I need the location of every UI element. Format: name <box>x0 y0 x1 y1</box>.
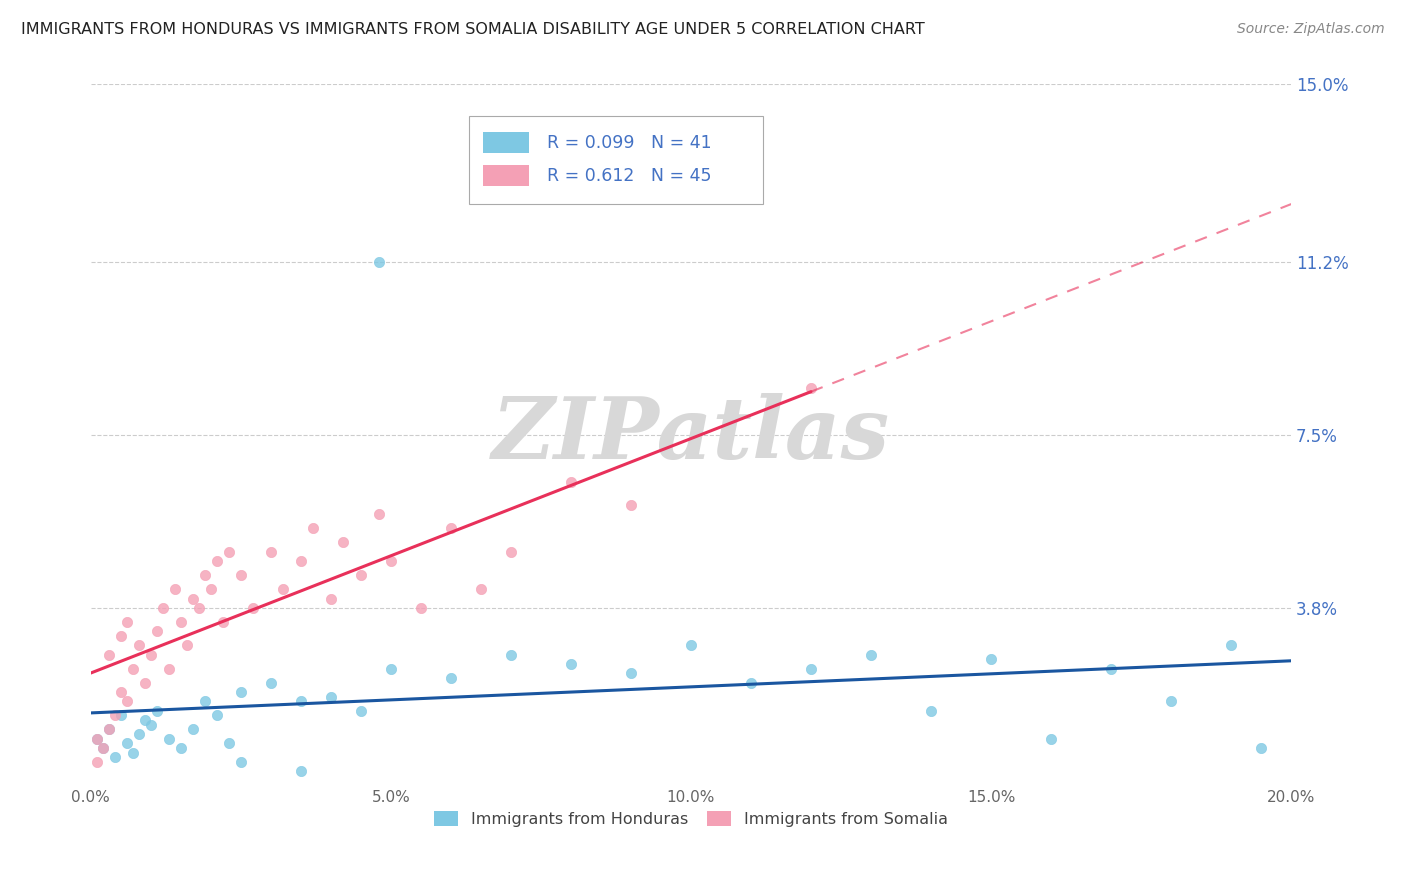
Point <box>380 554 402 568</box>
Point <box>319 690 342 704</box>
Point <box>104 750 127 764</box>
Text: ZIPatlas: ZIPatlas <box>492 393 890 476</box>
Point <box>145 624 167 639</box>
Point <box>91 741 114 756</box>
Point <box>205 554 228 568</box>
Point <box>110 708 132 723</box>
Point <box>242 600 264 615</box>
Point <box>200 582 222 596</box>
Point <box>163 582 186 596</box>
Legend: Immigrants from Honduras, Immigrants from Somalia: Immigrants from Honduras, Immigrants fro… <box>427 805 955 833</box>
Point <box>121 746 143 760</box>
Point <box>679 638 702 652</box>
Point <box>560 475 582 489</box>
FancyBboxPatch shape <box>468 116 763 203</box>
Point <box>367 255 389 269</box>
Text: R = 0.099   N = 41: R = 0.099 N = 41 <box>547 134 711 152</box>
Point <box>97 723 120 737</box>
Point <box>260 545 283 559</box>
Point <box>139 717 162 731</box>
FancyBboxPatch shape <box>484 165 529 186</box>
Point <box>1099 662 1122 676</box>
Point <box>980 652 1002 666</box>
FancyBboxPatch shape <box>484 132 529 153</box>
Point <box>229 685 252 699</box>
Point <box>97 723 120 737</box>
Point <box>115 736 138 750</box>
Point <box>319 591 342 606</box>
Text: Source: ZipAtlas.com: Source: ZipAtlas.com <box>1237 22 1385 37</box>
Point <box>157 731 180 746</box>
Point <box>1220 638 1243 652</box>
Point <box>290 764 312 779</box>
Point <box>1160 694 1182 708</box>
Point <box>499 648 522 662</box>
Point <box>157 662 180 676</box>
Point <box>128 638 150 652</box>
Point <box>350 568 373 582</box>
Point <box>139 648 162 662</box>
Point <box>740 675 762 690</box>
Point <box>91 741 114 756</box>
Point <box>1040 731 1063 746</box>
Point <box>470 582 492 596</box>
Point <box>229 755 252 769</box>
Point <box>332 535 354 549</box>
Text: R = 0.612   N = 45: R = 0.612 N = 45 <box>547 167 711 185</box>
Point <box>205 708 228 723</box>
Point <box>86 731 108 746</box>
Point <box>350 704 373 718</box>
Point <box>176 638 198 652</box>
Point <box>271 582 294 596</box>
Point <box>499 545 522 559</box>
Point <box>181 591 204 606</box>
Point <box>859 648 882 662</box>
Point <box>128 727 150 741</box>
Point <box>104 708 127 723</box>
Point <box>800 381 823 395</box>
Point <box>290 694 312 708</box>
Point <box>115 615 138 629</box>
Point <box>620 666 643 681</box>
Point <box>181 723 204 737</box>
Point <box>187 600 209 615</box>
Point <box>290 554 312 568</box>
Point <box>121 662 143 676</box>
Point <box>229 568 252 582</box>
Point <box>86 731 108 746</box>
Point <box>152 600 174 615</box>
Point <box>211 615 233 629</box>
Point <box>169 615 191 629</box>
Point <box>920 704 942 718</box>
Point <box>800 662 823 676</box>
Point <box>260 675 283 690</box>
Point <box>194 694 217 708</box>
Point <box>145 704 167 718</box>
Point <box>218 736 240 750</box>
Point <box>301 521 323 535</box>
Point <box>380 662 402 676</box>
Point <box>620 498 643 512</box>
Point <box>440 671 463 685</box>
Point <box>115 694 138 708</box>
Point <box>134 675 156 690</box>
Point <box>110 685 132 699</box>
Point <box>169 741 191 756</box>
Point <box>409 600 432 615</box>
Point <box>110 629 132 643</box>
Point <box>194 568 217 582</box>
Point <box>218 545 240 559</box>
Point <box>86 755 108 769</box>
Point <box>134 713 156 727</box>
Point <box>97 648 120 662</box>
Point <box>367 508 389 522</box>
Point <box>560 657 582 671</box>
Point <box>1250 741 1272 756</box>
Text: IMMIGRANTS FROM HONDURAS VS IMMIGRANTS FROM SOMALIA DISABILITY AGE UNDER 5 CORRE: IMMIGRANTS FROM HONDURAS VS IMMIGRANTS F… <box>21 22 925 37</box>
Point <box>440 521 463 535</box>
